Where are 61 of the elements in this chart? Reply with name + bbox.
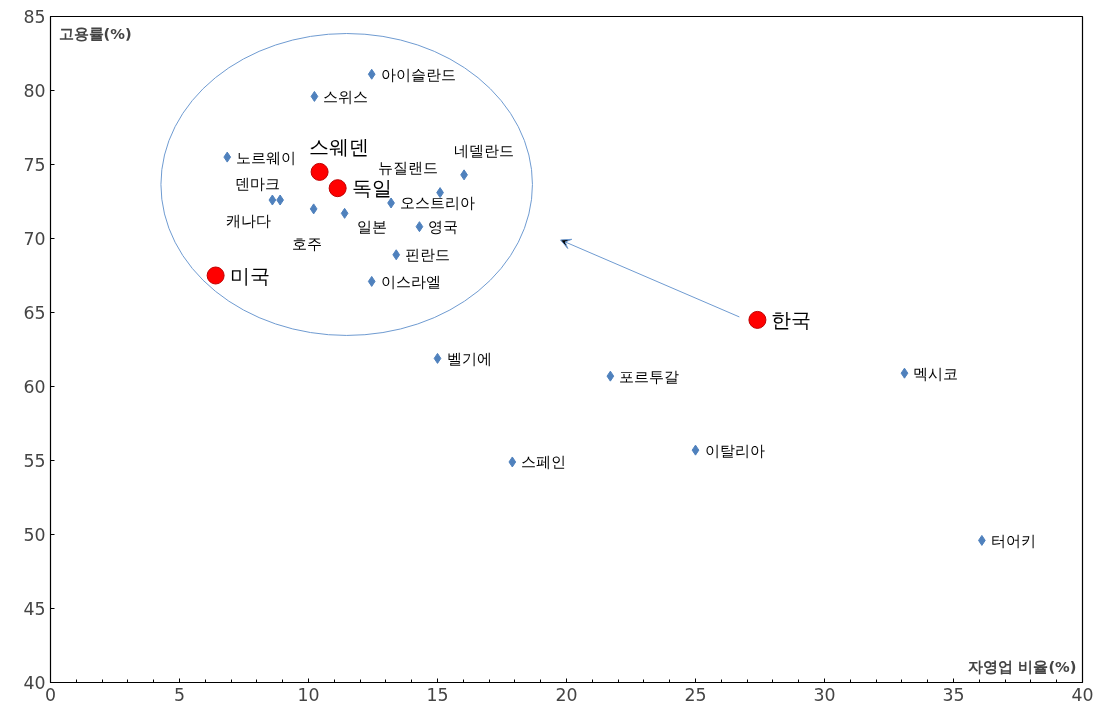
point — [268, 194, 277, 206]
point — [691, 444, 700, 456]
y-tick-label: 70 — [23, 229, 46, 249]
point — [367, 275, 376, 287]
point — [309, 203, 318, 215]
y-tick-label: 65 — [23, 303, 46, 323]
point — [508, 456, 517, 468]
point — [900, 367, 909, 379]
x-tick-label: 5 — [173, 684, 186, 705]
annotation: 일본 — [356, 217, 387, 235]
y-axis-title: 고용률(%) — [58, 24, 132, 42]
y-tick-label: 80 — [23, 81, 46, 101]
point — [392, 249, 401, 261]
point — [340, 207, 349, 219]
annotation: 스위스 — [323, 87, 369, 105]
annotation: 노르웨이 — [236, 148, 297, 166]
annotation: 한국 — [771, 307, 812, 332]
annotation: 뉴질랜드 — [378, 159, 439, 177]
annotation: 네델란드 — [454, 142, 515, 160]
annotation: 이스라엘 — [380, 272, 441, 290]
annotation: 핀란드 — [405, 246, 451, 264]
y-tick-label: 60 — [23, 377, 46, 397]
annotation: 벨기에 — [446, 349, 492, 367]
y-tick-label: 45 — [23, 599, 46, 619]
point — [433, 352, 442, 364]
point — [328, 179, 347, 198]
y-tick-label: 55 — [23, 451, 46, 471]
annotation: 스웨덴 — [308, 134, 369, 159]
annotation: 덴마크 — [234, 174, 280, 192]
x-tick-label: 15 — [426, 684, 449, 705]
annotation: 독일 — [351, 176, 392, 201]
point — [748, 310, 767, 329]
annotation: 터어키 — [990, 531, 1036, 549]
point — [367, 68, 376, 80]
annotation: 오스트리아 — [400, 194, 476, 212]
y-tick-label: 85 — [23, 7, 46, 27]
annotation: 멕시코 — [913, 364, 959, 382]
x-tick-label: 20 — [555, 684, 578, 705]
point — [606, 370, 615, 382]
x-tick-label: 0 — [44, 684, 57, 705]
annotation: 포르투갈 — [619, 367, 680, 385]
x-axis-title: 자영업 비율(%) — [968, 657, 1077, 675]
annotation: 아이슬란드 — [380, 65, 456, 83]
annotation: 스페인 — [521, 453, 567, 471]
x-tick-label: 35 — [942, 684, 965, 705]
annotation: 호주 — [291, 235, 322, 253]
x-tick-label: 10 — [297, 684, 320, 705]
y-tick-label: 75 — [23, 155, 46, 175]
x-tick-label: 25 — [684, 684, 707, 705]
annotation: 영국 — [428, 218, 459, 236]
y-tick-label: 50 — [23, 525, 46, 545]
x-tick-label: 30 — [813, 684, 836, 705]
annotation: 이탈리아 — [704, 441, 765, 459]
x-tick-label: 40 — [1071, 684, 1094, 705]
point — [310, 90, 319, 102]
point — [206, 266, 225, 285]
point — [310, 162, 329, 181]
annotation: 미국 — [229, 263, 270, 288]
point — [223, 151, 232, 163]
annotation: 캐나다 — [225, 211, 271, 229]
point — [415, 221, 424, 233]
